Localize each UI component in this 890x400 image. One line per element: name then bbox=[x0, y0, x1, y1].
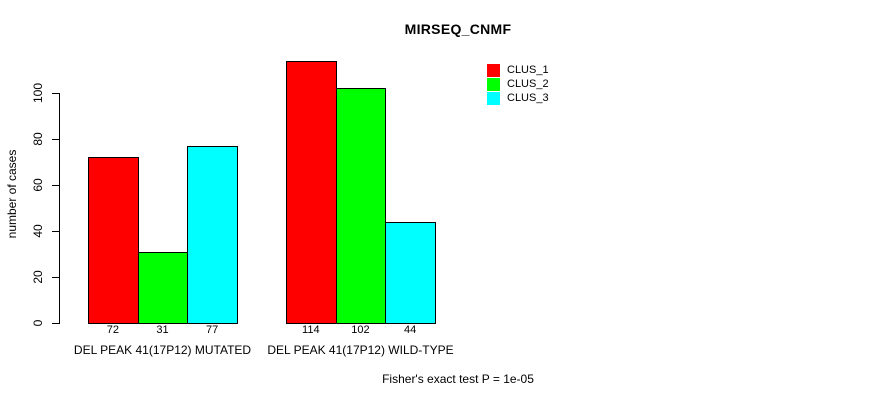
legend-label: CLUS_3 bbox=[507, 92, 549, 104]
y-axis-tick bbox=[52, 231, 59, 232]
x-axis-category-label: DEL PEAK 41(17P12) MUTATED bbox=[73, 343, 252, 357]
y-axis-tick bbox=[52, 323, 59, 324]
y-axis-tick bbox=[52, 139, 59, 140]
bar-value-label: 31 bbox=[156, 324, 169, 336]
legend-item-clus_3: CLUS_3 bbox=[487, 91, 549, 105]
legend-label: CLUS_2 bbox=[507, 78, 549, 90]
y-axis-label: number of cases bbox=[5, 149, 19, 239]
legend-swatch-icon bbox=[487, 91, 500, 105]
y-axis-tick-label: 20 bbox=[31, 270, 45, 284]
bar-clus_1-group1 bbox=[88, 157, 139, 324]
bar-value-label: 44 bbox=[404, 324, 417, 336]
bar-value-label: 77 bbox=[206, 324, 219, 336]
bar-clus_1-group2 bbox=[286, 60, 337, 324]
y-axis-tick-label: 40 bbox=[31, 224, 45, 238]
bar-value-label: 72 bbox=[106, 324, 119, 336]
bar-value-label: 102 bbox=[351, 324, 370, 336]
statistical-test-note: Fisher's exact test P = 1e-05 bbox=[382, 372, 534, 386]
legend-label: CLUS_1 bbox=[507, 64, 549, 76]
chart-title: MIRSEQ_CNMF bbox=[404, 21, 512, 37]
y-axis-tick-label: 100 bbox=[31, 82, 45, 104]
legend-swatch-icon bbox=[487, 77, 500, 91]
legend: CLUS_1 CLUS_2 CLUS_3 bbox=[487, 63, 549, 105]
bar-clus_3-group1 bbox=[187, 145, 238, 324]
y-axis-tick bbox=[52, 277, 59, 278]
y-axis-tick bbox=[52, 93, 59, 94]
y-axis-tick-label: 0 bbox=[31, 319, 45, 327]
bar-clus_2-group2 bbox=[335, 88, 387, 324]
legend-swatch-icon bbox=[487, 63, 500, 77]
y-axis-tick bbox=[52, 185, 59, 186]
bar-value-label: 114 bbox=[302, 324, 320, 336]
y-axis-line bbox=[59, 93, 60, 324]
bar-clus_2-group1 bbox=[137, 251, 189, 324]
y-axis-tick-label: 80 bbox=[31, 132, 45, 146]
bar-clus_3-group2 bbox=[385, 221, 436, 324]
legend-item-clus_1: CLUS_1 bbox=[487, 63, 549, 77]
legend-item-clus_2: CLUS_2 bbox=[487, 77, 549, 91]
x-axis-category-label: DEL PEAK 41(17P12) WILD-TYPE bbox=[267, 343, 454, 357]
y-axis-tick-label: 60 bbox=[31, 178, 45, 192]
